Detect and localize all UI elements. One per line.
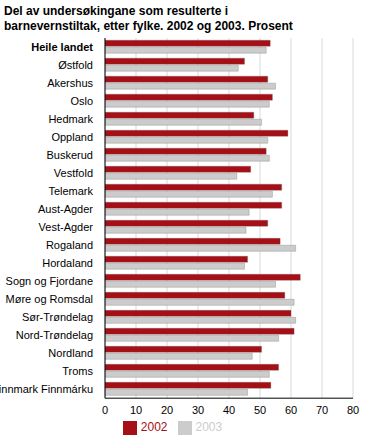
html-text:Del av undersøkingane som resu: Del av undersøkingane som resulterte i b… — [4, 4, 293, 33]
svg-text:Nordland: Nordland — [48, 347, 93, 359]
svg-text:Troms: Troms — [62, 365, 93, 377]
svg-text:Buskerud: Buskerud — [47, 149, 93, 161]
svg-text:Telemark: Telemark — [48, 185, 93, 197]
html-text:2002: 2002 — [140, 420, 168, 435]
svg-text:0: 0 — [102, 404, 108, 416]
svg-text:Oppland: Oppland — [51, 131, 93, 143]
svg-text:Møre og Romsdal: Møre og Romsdal — [8, 293, 93, 305]
svg-text:Aust-Agder: Aust-Agder — [38, 203, 93, 215]
svg-text:Oslo: Oslo — [70, 95, 93, 107]
svg-text:10: 10 — [130, 404, 142, 416]
svg-text:40: 40 — [223, 404, 235, 416]
svg-text:Rogaland: Rogaland — [46, 239, 93, 251]
svg-text:20: 20 — [161, 404, 173, 416]
svg-text:Sør-Trøndelag: Sør-Trøndelag — [22, 311, 93, 323]
svg-text:Vest-Agder: Vest-Agder — [39, 221, 94, 233]
svg-text:Akershus: Akershus — [47, 77, 93, 89]
svg-text:70: 70 — [316, 404, 328, 416]
svg-text:Østfold: Østfold — [58, 59, 93, 71]
svg-text:Vestfold: Vestfold — [54, 167, 93, 179]
svg-text:Hedmark: Hedmark — [48, 113, 93, 125]
svg-text:Sogn og Fjordane: Sogn og Fjordane — [8, 275, 93, 287]
svg-text:Heile landet: Heile landet — [31, 41, 93, 53]
svg-text:Nord-Trøndelag: Nord-Trøndelag — [16, 329, 93, 341]
svg-text:Hordaland: Hordaland — [42, 257, 93, 269]
svg-text:60: 60 — [285, 404, 297, 416]
svg-text:Finnmark Finnmárku: Finnmark Finnmárku — [8, 383, 93, 395]
html-text:2003: 2003 — [195, 420, 223, 435]
svg-text:30: 30 — [192, 404, 204, 416]
svg-text:80: 80 — [347, 404, 359, 416]
svg-text:50: 50 — [254, 404, 266, 416]
